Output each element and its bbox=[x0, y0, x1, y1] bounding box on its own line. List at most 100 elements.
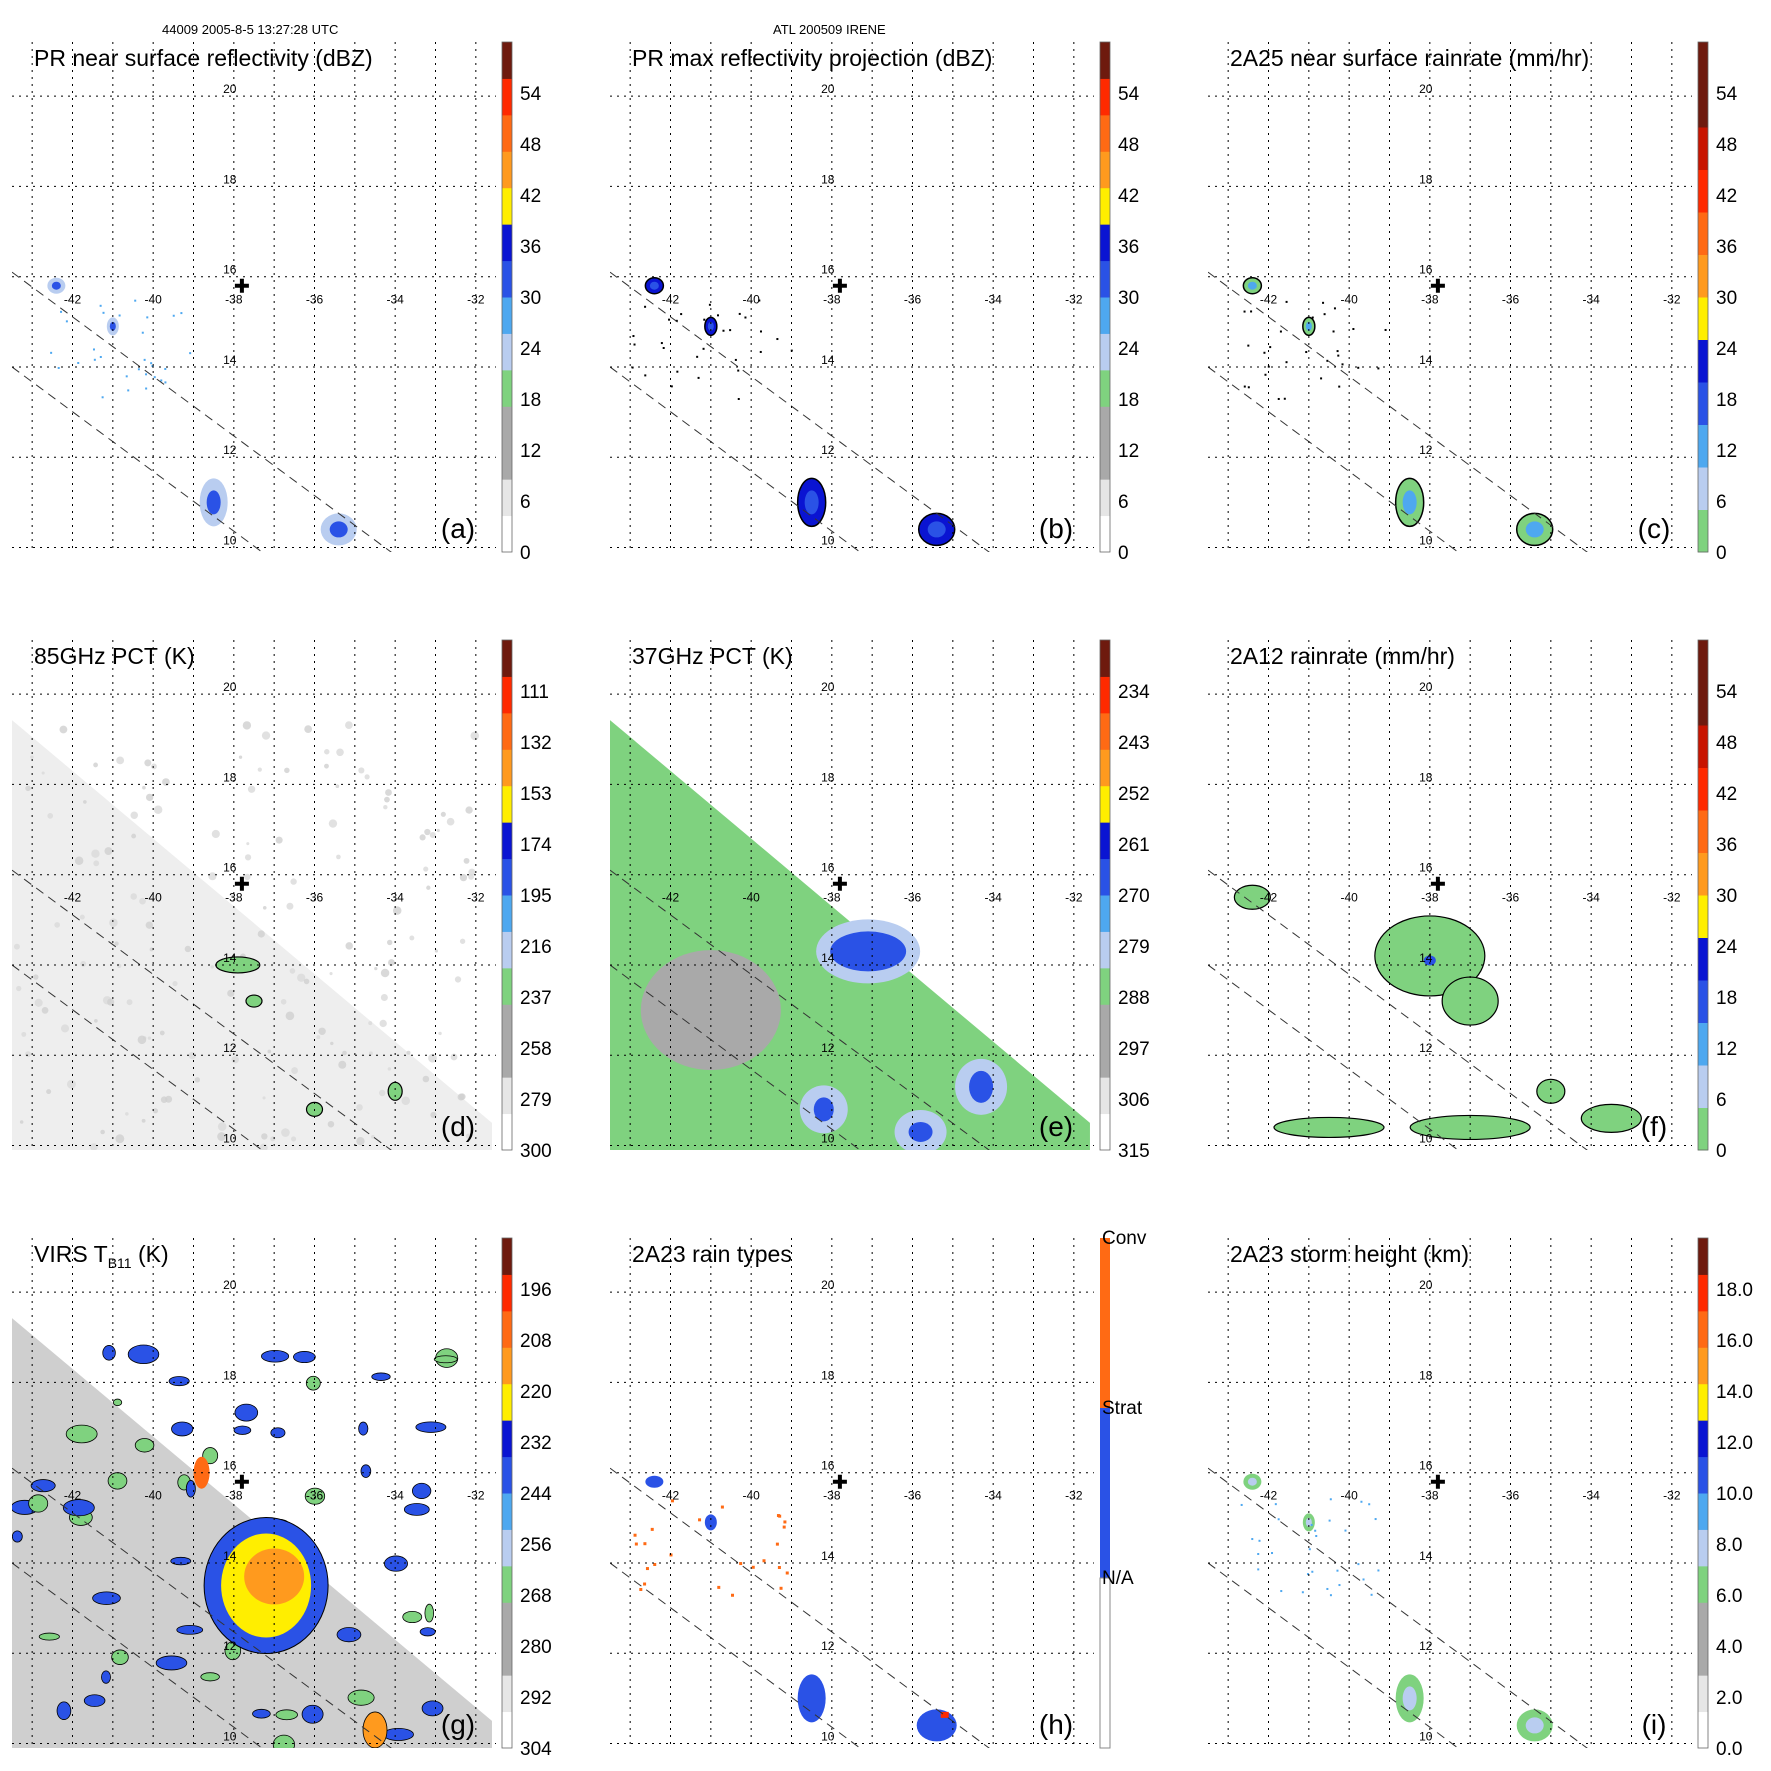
colorbar-tick: 0 bbox=[1118, 543, 1129, 564]
panel-a: -42 -40 -38 -36 -34 -32 10 12 14 16 18 20 PR near su… bbox=[12, 41, 542, 564]
lon-tick-label: -34 bbox=[984, 293, 1002, 307]
lat-tick-label: 16 bbox=[821, 263, 835, 277]
panel-f: -42 -40 -38 -36 -34 -32 10 12 14 16 18 20 2A12 rainr… bbox=[1208, 639, 1738, 1162]
colorbar-band bbox=[502, 114, 512, 152]
colorbar-band bbox=[502, 1420, 512, 1458]
pr-swath-edge bbox=[610, 366, 861, 552]
colorbar-band bbox=[1100, 785, 1110, 823]
pr-swath-edge bbox=[610, 271, 990, 552]
colorbar-tick: 30 bbox=[520, 288, 541, 309]
storm-center-marker bbox=[832, 1474, 847, 1489]
colorbar-band bbox=[502, 967, 512, 1005]
colorbar-tick: 111 bbox=[520, 682, 549, 703]
plot-area-f: -42 -40 -38 -36 -34 -32 10 12 14 16 18 20 bbox=[1208, 640, 1692, 1150]
colorbar-band bbox=[502, 187, 512, 225]
colorbar-na bbox=[1099, 1577, 1111, 1749]
lon-tick-label: -32 bbox=[1663, 891, 1681, 905]
colorbar-tick: 42 bbox=[520, 186, 541, 207]
lon-tick-label: -32 bbox=[1065, 1489, 1083, 1503]
lat-tick-label: 12 bbox=[821, 1639, 835, 1653]
colorbar-band bbox=[502, 1310, 512, 1348]
plot-area-h: -42 -40 -38 -36 -34 -32 10 12 14 16 18 20 bbox=[610, 1238, 1094, 1748]
colorbar-tick: 279 bbox=[1118, 937, 1150, 958]
conv-rain bbox=[698, 1518, 702, 1522]
colorbar-tick: 256 bbox=[520, 1535, 552, 1556]
colorbar-tick: Conv bbox=[1102, 1228, 1147, 1249]
cold-feature bbox=[813, 1097, 834, 1122]
lon-tick-label: -36 bbox=[306, 1489, 324, 1503]
pr-swath-edge bbox=[610, 869, 990, 1150]
colorbar-band bbox=[1100, 78, 1110, 116]
colorbar-tick: 54 bbox=[1716, 682, 1738, 703]
colorbar-tick: 195 bbox=[520, 886, 552, 907]
conv-rain bbox=[731, 1593, 735, 1597]
panel-g: -42 -40 -38 -36 -34 -32 10 12 14 16 18 20 VIRS TB11 … bbox=[12, 1237, 552, 1760]
warm-region bbox=[640, 950, 781, 1071]
lat-tick-label: 14 bbox=[223, 951, 237, 965]
lat-tick-label: 14 bbox=[821, 1549, 835, 1563]
colorbar-tick: 306 bbox=[1118, 1090, 1150, 1111]
pr-swath-edge bbox=[610, 1467, 990, 1748]
lat-tick-label: 14 bbox=[1419, 1549, 1433, 1563]
conv-rain bbox=[634, 1542, 638, 1546]
colorbar-tick: 54 bbox=[1716, 84, 1738, 105]
colorbar-band bbox=[502, 297, 512, 334]
colorbar-band bbox=[1698, 1638, 1708, 1676]
lat-tick-label: 12 bbox=[223, 443, 237, 457]
lat-tick-label: 18 bbox=[223, 1368, 237, 1382]
lat-tick-label: 10 bbox=[1419, 533, 1433, 547]
pr-swath-edge bbox=[12, 1467, 392, 1748]
colorbar-tick: 279 bbox=[520, 1090, 552, 1111]
rain-feature bbox=[1273, 1116, 1385, 1139]
lat-tick-label: 18 bbox=[223, 172, 237, 186]
conv-rain bbox=[779, 1586, 783, 1590]
pr-swath-edge bbox=[1208, 366, 1459, 552]
colorbar-band bbox=[502, 1347, 512, 1385]
plot-area-a: -42 -40 -38 -36 -34 -32 10 12 14 16 18 20 bbox=[12, 42, 496, 552]
conv-rain bbox=[751, 1565, 755, 1569]
colorbar-tick: 2.0 bbox=[1716, 1688, 1742, 1709]
conv-rain bbox=[762, 1559, 766, 1563]
lat-tick-label: 10 bbox=[223, 533, 237, 547]
colorbar-tick: 24 bbox=[1716, 937, 1738, 958]
colorbar-band bbox=[1100, 515, 1110, 553]
colorbar-tick: 232 bbox=[520, 1433, 552, 1454]
lat-tick-label: 16 bbox=[1419, 263, 1433, 277]
lon-tick-label: -38 bbox=[1421, 1489, 1439, 1503]
conv-rain bbox=[775, 1542, 779, 1546]
colorbar-band bbox=[1100, 297, 1110, 334]
colorbar-tick: 6 bbox=[1118, 492, 1129, 513]
colorbar-band bbox=[1100, 895, 1110, 932]
colorbar-band bbox=[1100, 858, 1110, 896]
colorbar-tick: 18 bbox=[520, 390, 541, 411]
colorbar-conv bbox=[1100, 1238, 1110, 1408]
panel-d: -42 -40 -38 -36 -34 -32 10 12 14 16 18 20 85GHz PCT … bbox=[12, 639, 552, 1162]
conv-rain bbox=[650, 1527, 654, 1531]
pr-swath-edge bbox=[12, 366, 263, 552]
colorbar-band bbox=[1698, 339, 1708, 383]
colorbar-band bbox=[1698, 212, 1708, 255]
lat-tick-label: 18 bbox=[1419, 770, 1433, 784]
conv-rain bbox=[643, 1542, 647, 1546]
colorbar-band bbox=[502, 895, 512, 932]
lat-tick-label: 12 bbox=[821, 1041, 835, 1055]
conv-rain bbox=[783, 1520, 787, 1524]
colorbar-band bbox=[1698, 1602, 1708, 1640]
colorbar-tick: 6 bbox=[1716, 1090, 1727, 1111]
lat-tick-label: 14 bbox=[1419, 951, 1433, 965]
pr-swath-edge bbox=[610, 964, 861, 1150]
lat-tick-label: 10 bbox=[1419, 1131, 1433, 1145]
conv-rain bbox=[720, 1505, 724, 1509]
cold-feature bbox=[969, 1070, 994, 1103]
colorbar-band bbox=[502, 1238, 512, 1275]
pr-swath-edge bbox=[12, 964, 263, 1150]
colorbar-tick: 16.0 bbox=[1716, 1331, 1753, 1352]
colorbar-band bbox=[1100, 114, 1110, 152]
panel-title-h: 2A23 rain types bbox=[632, 1241, 792, 1267]
lon-tick-label: -36 bbox=[306, 293, 324, 307]
colorbar-h: N/A Strat Conv bbox=[1099, 1228, 1147, 1749]
lon-tick-label: -34 bbox=[386, 1489, 404, 1503]
lat-tick-label: 10 bbox=[223, 1729, 237, 1743]
storm-center-marker bbox=[832, 278, 847, 293]
colorbar-band bbox=[1100, 333, 1110, 371]
